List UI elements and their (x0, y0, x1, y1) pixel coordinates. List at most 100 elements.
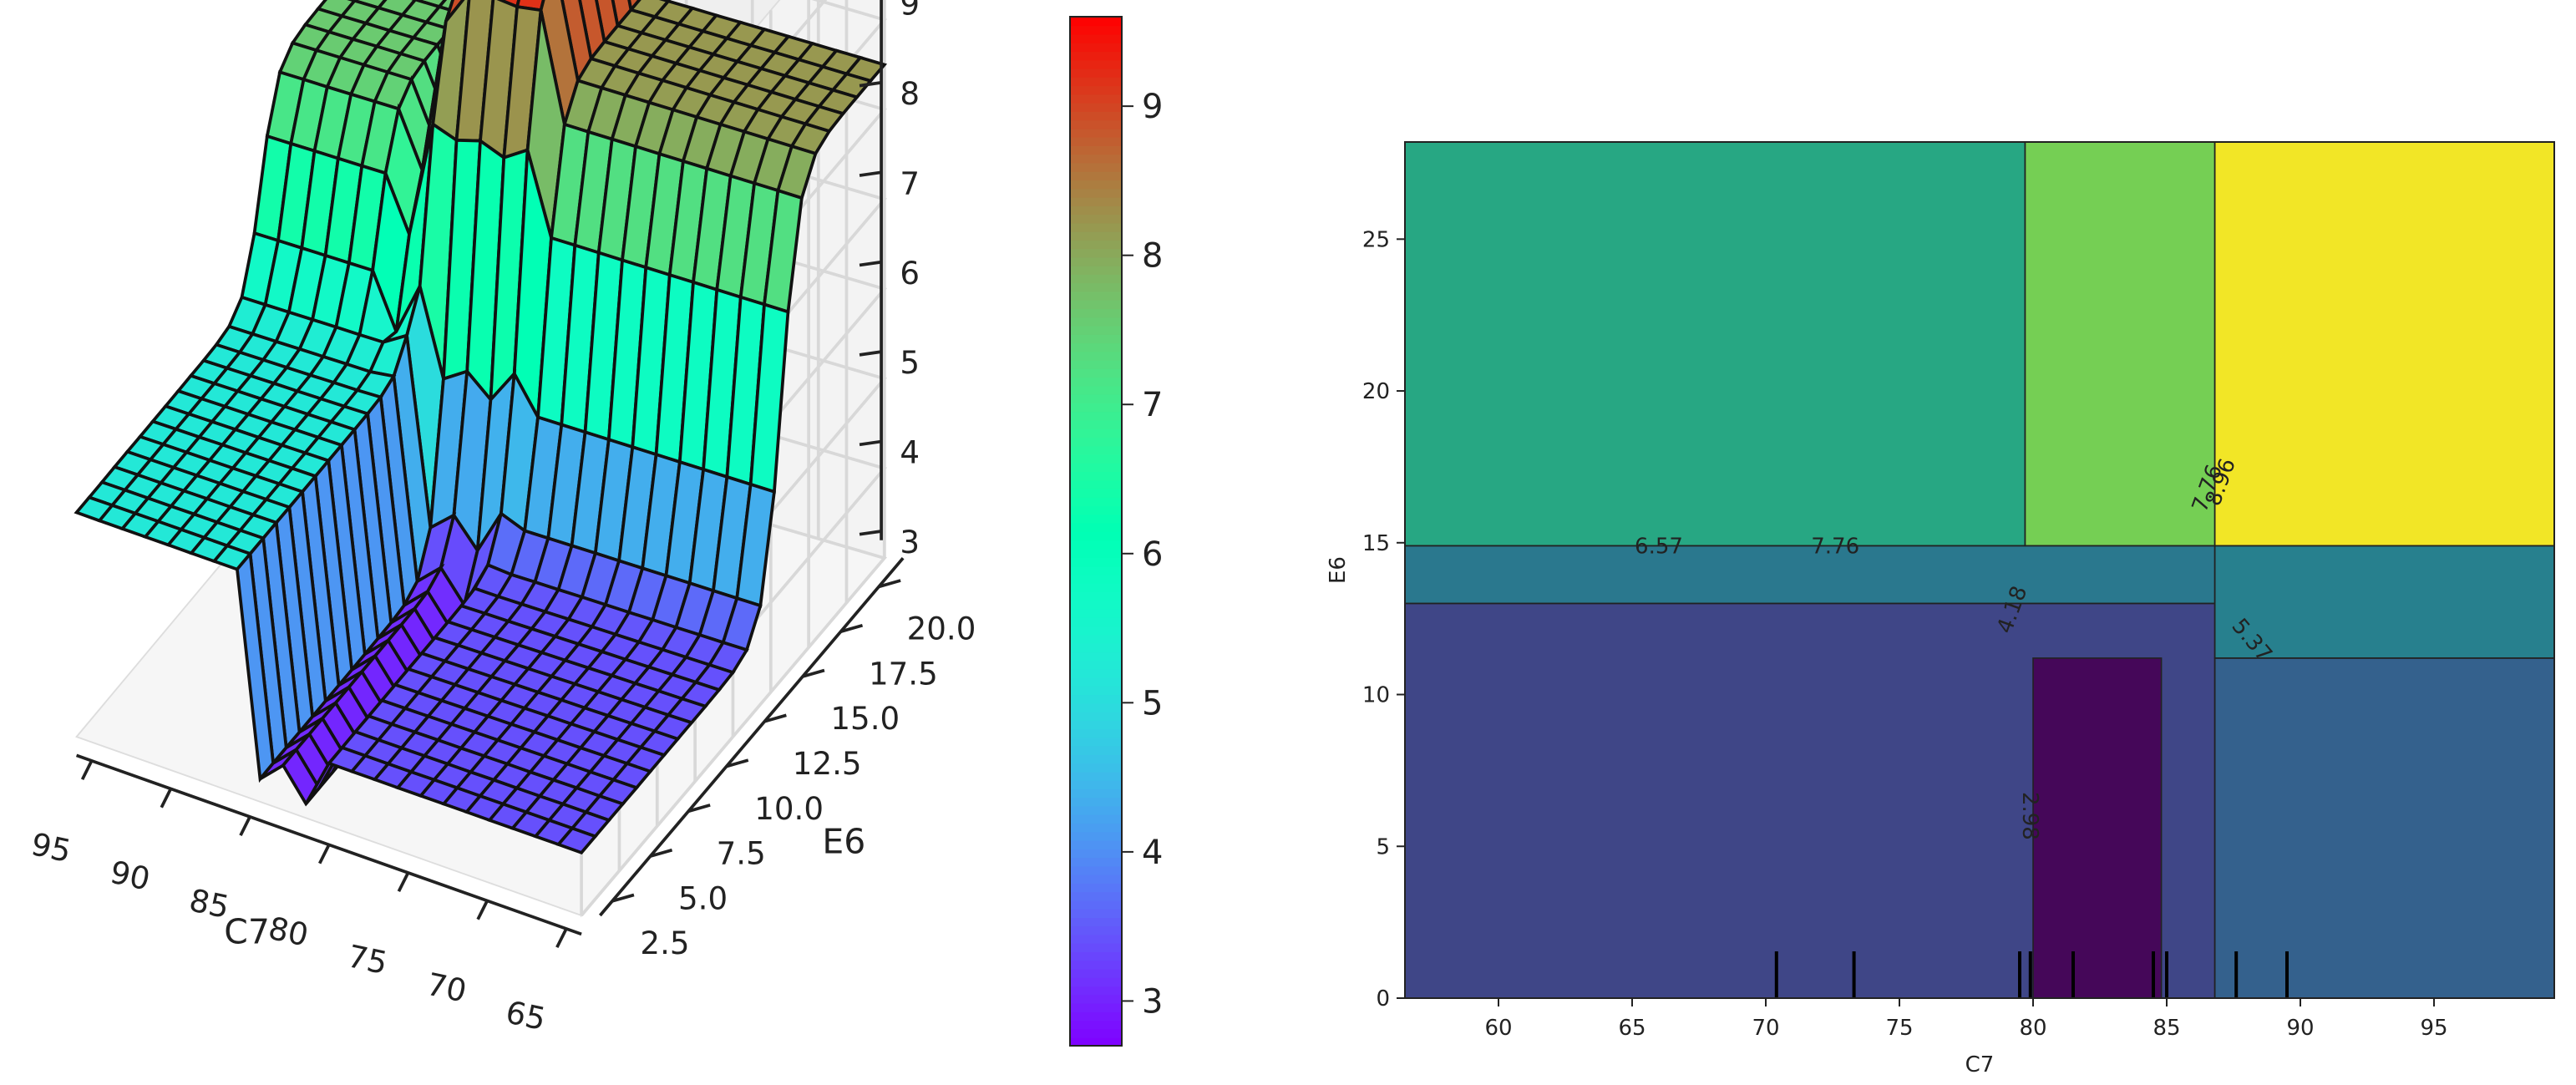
y-tick-label: 20 (1362, 379, 1390, 404)
contour-region (2214, 657, 2554, 998)
x-tick-label: 80 (266, 910, 312, 954)
colorbar-segment (1070, 797, 1122, 807)
colorbar-segment (1070, 76, 1122, 87)
y-tick-label: 12.5 (793, 745, 862, 782)
colorbar-segment (1070, 479, 1122, 489)
y-tick-label: 17.5 (869, 655, 938, 692)
colorbar-segment (1070, 1011, 1122, 1022)
surface-face (555, 826, 598, 855)
y-tick-label: 10 (1362, 683, 1390, 708)
x-tick (239, 816, 251, 837)
colorbar-segment (1070, 556, 1122, 567)
x-tick-label: 60 (1484, 1016, 1512, 1041)
colorbar-segment (1070, 857, 1122, 867)
x-tick-label: 75 (344, 937, 390, 981)
y-axis-label: E6 (822, 822, 865, 862)
colorbar-segment (1070, 960, 1122, 970)
colorbar-segment (1070, 934, 1122, 944)
colorbar-segment (1070, 814, 1122, 824)
colorbar-segment (1070, 677, 1122, 687)
colorbar-segment (1070, 591, 1122, 601)
x-axis-label: C7 (224, 911, 270, 951)
y-tick (726, 758, 749, 768)
colorbar-segment (1070, 788, 1122, 799)
contour-label: 7.76 (1811, 534, 1859, 559)
y-tick (687, 804, 711, 814)
colorbar-segment (1070, 986, 1122, 996)
colorbar-segment (1070, 454, 1122, 464)
colorbar-segment (1070, 582, 1122, 592)
x-tick-label: 85 (186, 881, 232, 925)
colorbar-segment (1070, 471, 1122, 481)
colorbar-segment (1070, 291, 1122, 301)
colorbar-segment (1070, 891, 1122, 901)
colorbar-segment (1070, 763, 1122, 773)
colorbar-segment (1070, 600, 1122, 610)
colorbar-segment (1070, 214, 1122, 224)
colorbar-tick-label: 8 (1142, 237, 1163, 276)
contour-axes: 60 65 70 75 80 85 90 95 0 5 10 15 20 25 (1362, 227, 2448, 1041)
colorbar-segment (1070, 299, 1122, 310)
x-tick-label: 80 (2019, 1016, 2046, 1041)
colorbar-segment (1070, 359, 1122, 369)
colorbar-segment (1070, 419, 1122, 429)
colorbar-tick-label: 6 (1142, 535, 1163, 574)
colorbar-segment (1070, 274, 1122, 284)
z-tick-label: 9 (900, 0, 920, 23)
colorbar-segment (1070, 900, 1122, 910)
colorbar-segment (1070, 308, 1122, 318)
colorbar-segment (1070, 1037, 1122, 1047)
colorbar-segment (1070, 951, 1122, 961)
colorbar-segment (1070, 642, 1122, 652)
x-tick-label: 70 (1752, 1016, 1779, 1041)
colorbar-segment (1070, 42, 1122, 53)
colorbar-segment (1070, 908, 1122, 918)
colorbar-tick-label: 3 (1142, 982, 1163, 1021)
colorbar-segment (1070, 831, 1122, 841)
colorbar-segment (1070, 968, 1122, 978)
colorbar-segment (1070, 737, 1122, 747)
y-tick-label: 5 (1376, 834, 1390, 859)
y-tick-label: 15.0 (830, 700, 900, 737)
x-tick-label: 95 (2420, 1016, 2447, 1041)
z-tick (859, 350, 882, 357)
colorbar-segment (1070, 771, 1122, 781)
colorbar-segment (1070, 377, 1122, 387)
contour-region (2025, 142, 2215, 546)
colorbar-segment (1070, 170, 1122, 181)
colorbar-segment (1070, 574, 1122, 584)
colorbar-segment (1070, 437, 1122, 447)
colorbar-segment (1070, 522, 1122, 532)
colorbar-segment (1070, 145, 1122, 155)
y-tick (611, 893, 635, 903)
z-tick-label: 7 (900, 165, 920, 201)
colorbar-segment (1070, 342, 1122, 352)
colorbar-segment (1070, 317, 1122, 327)
colorbar-segment (1070, 33, 1122, 43)
y-axis-label: E6 (1326, 556, 1351, 584)
contour-labels: 6.57 7.764.185.372.987.768.96 (1635, 455, 2277, 840)
y-tick-label: 2.5 (640, 925, 689, 961)
colorbar-segment (1070, 205, 1122, 215)
colorbar-segment (1070, 514, 1122, 524)
x-tick-label: 65 (1618, 1016, 1645, 1041)
colorbar-segment (1070, 222, 1122, 232)
contour-regions (1405, 142, 2554, 998)
colorbar-segment (1070, 17, 1122, 27)
colorbar-segment (1070, 85, 1122, 95)
colorbar-segment (1070, 136, 1122, 146)
y-tick (839, 623, 864, 633)
y-tick-label: 7.5 (717, 835, 766, 872)
z-tick (859, 81, 882, 88)
colorbar-segment (1070, 651, 1122, 661)
colorbar-segment (1070, 848, 1122, 859)
colorbar-segment (1070, 917, 1122, 927)
y-tick-label: 20.0 (907, 611, 976, 647)
colorbar-segment (1070, 411, 1122, 421)
colorbar-segment (1070, 368, 1122, 378)
colorbar-segment (1070, 1002, 1122, 1012)
x-tick (160, 788, 173, 809)
colorbar-segment (1070, 385, 1122, 395)
colorbar-segment (1070, 393, 1122, 403)
